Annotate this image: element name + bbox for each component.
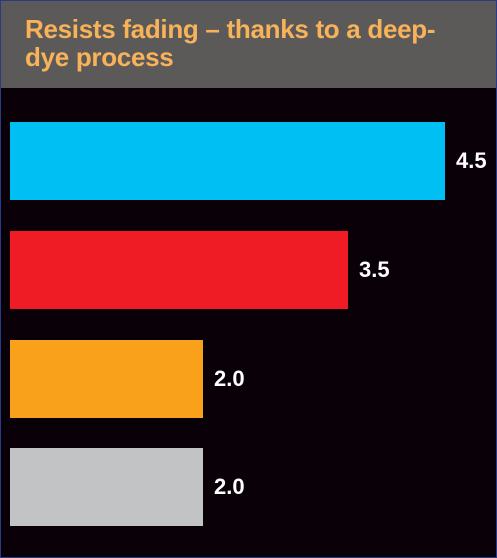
bar-value-label-2: 3.5 [359, 257, 390, 282]
bar-value-label-1: 4.5 [456, 148, 487, 173]
bar-1 [10, 122, 445, 200]
bar-value-label-3: 2.0 [214, 366, 245, 391]
chart-title: Resists fading – thanks to a deep-dye pr… [25, 14, 436, 72]
bar-2 [10, 231, 348, 309]
title-bar: Resists fading – thanks to a deep-dye pr… [1, 1, 496, 88]
plot-area: 4.5 3.5 2.0 2.0 [1, 88, 496, 557]
bar-3 [10, 340, 203, 418]
bar-4 [10, 448, 203, 526]
bar-value-label-4: 2.0 [214, 474, 245, 499]
